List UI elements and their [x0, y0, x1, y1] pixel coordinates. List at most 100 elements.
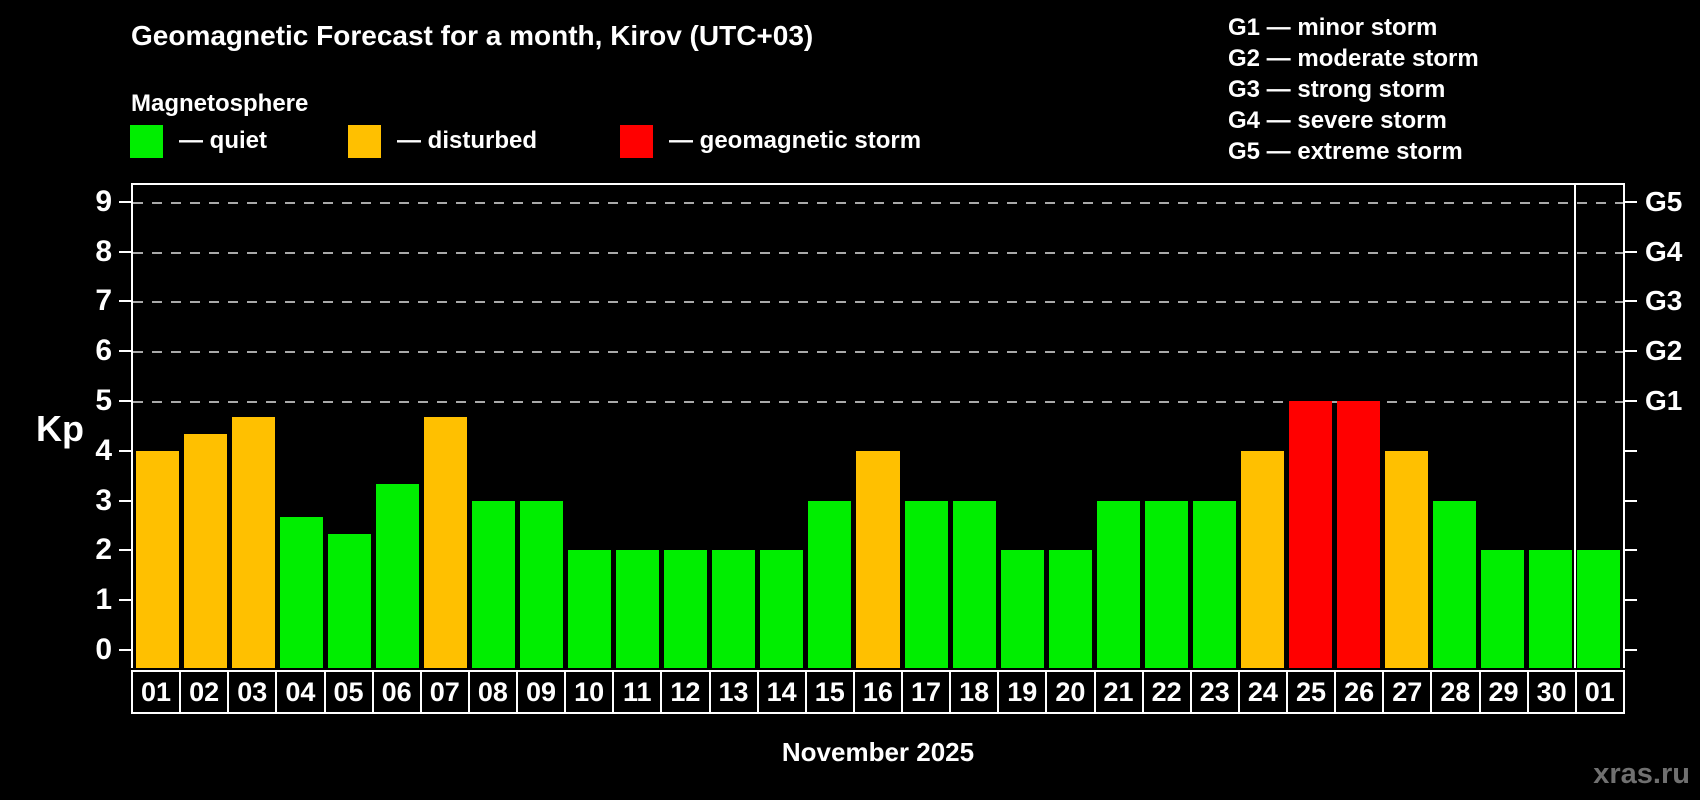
watermark: xras.ru — [1593, 758, 1690, 790]
bar-day-28 — [1433, 500, 1477, 668]
y-tick-label-4: 4 — [95, 433, 112, 467]
bar-day-16 — [856, 450, 900, 668]
g-axis-label-g1: G1 — [1645, 385, 1683, 416]
bar-day-18 — [952, 500, 996, 668]
left-tick-7 — [119, 300, 131, 303]
left-tick-5 — [119, 400, 131, 402]
left-tick-1 — [119, 599, 131, 602]
day-cell-20: 20 — [1045, 670, 1096, 714]
left-tick-2 — [119, 549, 131, 552]
x-axis-day-labels: 01 02 03 04 05 06 07 08 09 10 11 12 13 14 15 16 17 18 19 20… — [131, 670, 1625, 714]
x-axis-title: November 2025 — [781, 737, 975, 767]
day-cell-30: 30 — [1526, 670, 1577, 714]
bar-day-27 — [1385, 450, 1429, 668]
g-legend-line-g1: G1 — minor storm — [1228, 14, 1438, 41]
y-axis-title: Kp — [36, 408, 84, 449]
y-tick-label-9: 9 — [95, 184, 112, 218]
day-cell-26: 26 — [1334, 670, 1385, 714]
g-legend-line-g4: G4 — severe storm — [1228, 107, 1447, 134]
g-legend-line-g5: G5 — extreme storm — [1228, 138, 1463, 165]
right-tick-2 — [1625, 549, 1637, 552]
y-tick-label-8: 8 — [95, 234, 112, 268]
day-cell-21: 21 — [1093, 670, 1144, 714]
plot-area — [131, 183, 1625, 668]
y-tick-label-0: 0 — [95, 633, 112, 666]
legend-item-disturbed: — disturbed — [348, 124, 537, 158]
bar-day-12 — [664, 550, 708, 668]
left-tick-0 — [119, 649, 131, 651]
day-cell-11: 11 — [612, 670, 663, 714]
right-tick-4 — [1625, 449, 1637, 452]
day-cell-03: 03 — [227, 670, 278, 714]
bar-day-23 — [1192, 500, 1236, 668]
bar-day-24 — [1240, 450, 1285, 668]
day-cell-02: 02 — [179, 670, 230, 714]
day-cell-13: 13 — [708, 670, 759, 714]
day-cell-29: 29 — [1478, 670, 1529, 714]
bar-day-30 — [1529, 550, 1573, 668]
day-cell-15: 15 — [804, 670, 855, 714]
bar-day-25 — [1289, 401, 1333, 668]
bar-day-11 — [616, 550, 660, 668]
y-tick-label-7: 7 — [95, 284, 112, 318]
g-axis-label-g5: G5 — [1645, 185, 1683, 217]
right-tick-1 — [1625, 599, 1637, 602]
y-tick-label-6: 6 — [95, 334, 112, 368]
bar-day-01-next-month — [1577, 550, 1621, 668]
bar-day-04 — [279, 517, 323, 668]
day-cell-17: 17 — [901, 670, 952, 714]
gridline-kp9 — [133, 201, 1623, 204]
day-cell-22: 22 — [1141, 670, 1192, 714]
bar-day-15 — [808, 500, 852, 668]
g-axis-label-g2: G2 — [1645, 335, 1683, 367]
day-cell-25: 25 — [1286, 670, 1337, 714]
day-cell-14: 14 — [756, 670, 807, 714]
bar-day-01 — [135, 450, 179, 668]
day-cell-18: 18 — [949, 670, 1000, 714]
right-tick-8 — [1625, 250, 1637, 253]
chart-title: Geomagnetic Forecast for a month, Kirov … — [131, 20, 814, 51]
g-axis-label-g4: G4 — [1645, 235, 1683, 267]
left-tick-3 — [119, 499, 131, 502]
day-cell-09: 09 — [516, 670, 567, 714]
bar-day-20 — [1048, 550, 1092, 668]
legend-label-storm: — geomagnetic storm — [669, 127, 922, 154]
day-cell-06: 06 — [371, 670, 422, 714]
gridline-kp8 — [133, 251, 1623, 254]
day-cell-08: 08 — [467, 670, 518, 714]
bar-day-02 — [183, 434, 227, 668]
day-cell-10: 10 — [564, 670, 615, 714]
right-tick-7 — [1625, 300, 1637, 303]
day-cell-01: 01 — [131, 670, 182, 714]
right-tick-5 — [1625, 400, 1637, 402]
bar-day-09 — [520, 500, 564, 668]
y-tick-label-5: 5 — [95, 384, 112, 417]
legend-item-storm: — geomagnetic storm — [620, 124, 921, 158]
left-tick-4 — [119, 449, 131, 452]
bar-day-22 — [1144, 500, 1188, 668]
g-scale-legend: G1 — minor storm G2 — moderate storm G3 … — [1228, 12, 1479, 167]
bar-day-13 — [712, 550, 756, 668]
y-tick-label-2: 2 — [95, 533, 112, 567]
bar-day-10 — [568, 550, 612, 668]
g-legend-line-g3: G3 — strong storm — [1228, 76, 1446, 103]
bar-day-03 — [231, 417, 275, 668]
bar-day-05 — [327, 533, 371, 668]
day-cell-05: 05 — [323, 670, 374, 714]
bar-day-19 — [1000, 550, 1044, 668]
day-cell-28: 28 — [1430, 670, 1481, 714]
bar-day-17 — [904, 500, 948, 668]
y-tick-label-1: 1 — [95, 583, 112, 617]
left-tick-9 — [119, 200, 131, 203]
right-tick-9 — [1625, 200, 1637, 203]
right-tick-0 — [1625, 649, 1637, 651]
day-cell-16: 16 — [852, 670, 903, 714]
day-cell-04: 04 — [275, 670, 326, 714]
disturbed-color-swatch — [348, 124, 381, 158]
bar-day-07 — [423, 417, 467, 668]
legend-label-quiet: — quiet — [179, 127, 267, 154]
day-cell-23: 23 — [1189, 670, 1240, 714]
bar-day-08 — [471, 500, 515, 668]
legend-item-quiet: — quiet — [130, 124, 267, 158]
